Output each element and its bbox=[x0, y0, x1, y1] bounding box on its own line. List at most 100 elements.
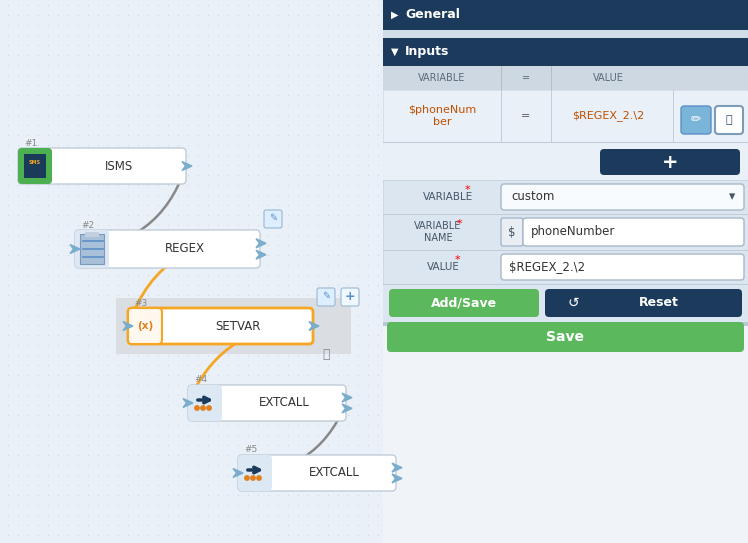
Text: VALUE: VALUE bbox=[426, 262, 459, 272]
Bar bbox=[383, 90, 748, 142]
Polygon shape bbox=[70, 244, 80, 254]
FancyBboxPatch shape bbox=[341, 288, 359, 306]
Text: =: = bbox=[522, 73, 530, 83]
Text: ↺: ↺ bbox=[567, 296, 579, 310]
FancyBboxPatch shape bbox=[600, 149, 740, 175]
Bar bbox=[383, 250, 748, 284]
Bar bbox=[383, 180, 748, 214]
Circle shape bbox=[251, 476, 255, 480]
Circle shape bbox=[257, 476, 261, 480]
Text: #4: #4 bbox=[194, 376, 207, 384]
Text: #3: #3 bbox=[134, 299, 147, 307]
Text: =: = bbox=[521, 111, 530, 121]
Polygon shape bbox=[233, 469, 243, 477]
Text: ISMS: ISMS bbox=[105, 160, 133, 173]
Text: VALUE: VALUE bbox=[592, 73, 623, 83]
Text: (x): (x) bbox=[137, 321, 153, 331]
Text: +: + bbox=[662, 153, 678, 172]
Circle shape bbox=[200, 406, 205, 410]
Text: $REGEX_2.\2: $REGEX_2.\2 bbox=[509, 261, 585, 274]
Polygon shape bbox=[309, 321, 319, 331]
Text: SMS: SMS bbox=[29, 160, 41, 165]
Text: REGEX: REGEX bbox=[165, 243, 204, 256]
Text: #1: #1 bbox=[24, 138, 37, 148]
Circle shape bbox=[245, 476, 249, 480]
FancyBboxPatch shape bbox=[523, 218, 744, 246]
Text: *: * bbox=[457, 219, 462, 229]
Bar bbox=[383, 180, 748, 322]
Text: phoneNumber: phoneNumber bbox=[531, 225, 616, 238]
Text: custom: custom bbox=[511, 191, 554, 204]
Text: EXTCALL: EXTCALL bbox=[259, 396, 310, 409]
FancyBboxPatch shape bbox=[18, 148, 186, 184]
Text: $phoneNum
ber: $phoneNum ber bbox=[408, 105, 476, 127]
Circle shape bbox=[206, 406, 211, 410]
Text: ▶: ▶ bbox=[391, 10, 399, 20]
Bar bbox=[24, 154, 46, 178]
Bar bbox=[383, 0, 748, 543]
Bar bbox=[383, 284, 748, 322]
FancyBboxPatch shape bbox=[238, 455, 396, 491]
Text: ✏: ✏ bbox=[690, 113, 701, 127]
Text: #2: #2 bbox=[81, 220, 94, 230]
Circle shape bbox=[194, 406, 199, 410]
Bar bbox=[116, 298, 351, 354]
Text: Inputs: Inputs bbox=[405, 46, 450, 59]
Bar bbox=[383, 66, 748, 90]
Bar bbox=[383, 214, 748, 250]
Text: EXTCALL: EXTCALL bbox=[309, 466, 360, 479]
FancyBboxPatch shape bbox=[264, 210, 282, 228]
FancyBboxPatch shape bbox=[545, 289, 742, 317]
Text: VARIABLE: VARIABLE bbox=[418, 73, 466, 83]
Bar bbox=[383, 0, 748, 30]
FancyBboxPatch shape bbox=[501, 218, 523, 246]
Text: *: * bbox=[455, 255, 461, 265]
Text: Add/Save: Add/Save bbox=[431, 296, 497, 310]
Text: Save: Save bbox=[547, 330, 584, 344]
Polygon shape bbox=[256, 250, 266, 259]
FancyBboxPatch shape bbox=[188, 385, 346, 421]
FancyBboxPatch shape bbox=[317, 288, 335, 306]
Text: Reset: Reset bbox=[639, 296, 678, 310]
Polygon shape bbox=[392, 463, 402, 472]
Text: $: $ bbox=[508, 225, 516, 238]
FancyBboxPatch shape bbox=[715, 106, 743, 134]
FancyBboxPatch shape bbox=[238, 455, 272, 491]
FancyBboxPatch shape bbox=[128, 308, 313, 344]
Text: 🗑: 🗑 bbox=[322, 349, 330, 362]
Bar bbox=[383, 38, 748, 66]
Text: *: * bbox=[465, 185, 470, 195]
Text: VARIABLE
NAME: VARIABLE NAME bbox=[414, 221, 462, 243]
Text: General: General bbox=[405, 9, 460, 22]
FancyBboxPatch shape bbox=[75, 230, 109, 268]
FancyBboxPatch shape bbox=[188, 385, 222, 421]
FancyBboxPatch shape bbox=[681, 106, 711, 134]
FancyBboxPatch shape bbox=[389, 289, 539, 317]
Polygon shape bbox=[256, 239, 266, 248]
Bar bbox=[80, 234, 104, 264]
Polygon shape bbox=[123, 321, 133, 331]
Text: #5: #5 bbox=[244, 445, 257, 454]
Bar bbox=[85, 232, 99, 237]
Polygon shape bbox=[182, 161, 192, 171]
Polygon shape bbox=[392, 474, 402, 483]
FancyBboxPatch shape bbox=[387, 322, 744, 352]
Bar bbox=[80, 234, 104, 264]
Text: ✎: ✎ bbox=[322, 291, 330, 301]
Bar bbox=[383, 30, 748, 38]
Text: +: + bbox=[345, 291, 355, 304]
Bar bbox=[0, 0, 383, 543]
Text: ▾: ▾ bbox=[729, 191, 735, 204]
Polygon shape bbox=[342, 393, 352, 402]
Polygon shape bbox=[342, 404, 352, 413]
Bar bbox=[383, 142, 748, 180]
Text: SETVAR: SETVAR bbox=[215, 319, 260, 332]
FancyBboxPatch shape bbox=[128, 308, 162, 344]
Polygon shape bbox=[183, 399, 193, 407]
Text: VARIABLE: VARIABLE bbox=[423, 192, 473, 202]
Text: ▼: ▼ bbox=[391, 47, 399, 57]
Bar bbox=[383, 322, 748, 326]
Text: ✎: ✎ bbox=[269, 213, 277, 223]
Text: $REGEX_2.\2: $REGEX_2.\2 bbox=[572, 111, 644, 122]
FancyBboxPatch shape bbox=[75, 230, 260, 268]
